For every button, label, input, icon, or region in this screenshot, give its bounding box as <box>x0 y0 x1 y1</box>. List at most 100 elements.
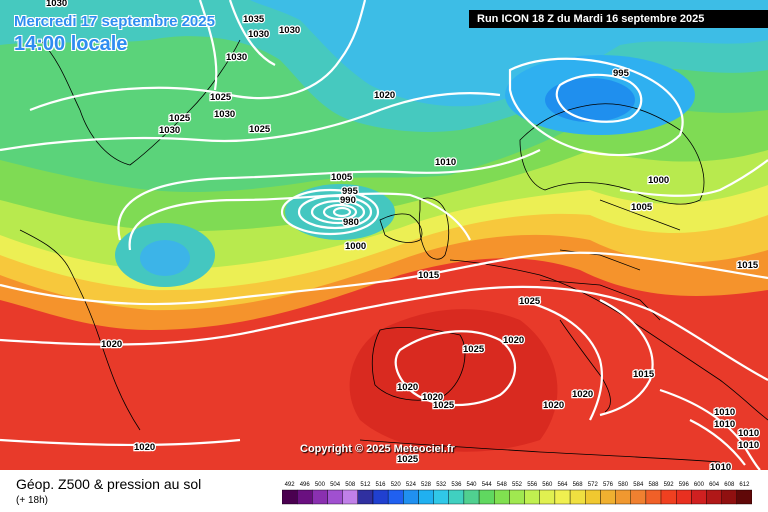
scale-tick-label: 532 <box>436 482 447 488</box>
pressure-label: 1020 <box>503 335 524 346</box>
scale-swatch <box>342 489 358 505</box>
isobar-1020-atlantic <box>0 438 241 447</box>
legend-title: Géop. Z500 & pression au sol <box>16 476 202 492</box>
pressure-label: 1005 <box>331 172 353 183</box>
scale-swatch <box>554 489 571 505</box>
pressure-label: 995 <box>342 186 359 197</box>
pressure-label: 1010 <box>738 428 759 439</box>
pressure-label: 1030 <box>226 52 247 63</box>
scale-swatch <box>478 489 495 505</box>
scale-tick-label: 564 <box>557 482 568 488</box>
scale-tick-label: 584 <box>633 482 644 488</box>
greenland-coast <box>39 39 241 166</box>
isobar-995-north <box>555 73 643 123</box>
isobar-980 <box>332 206 352 218</box>
scale-swatch <box>615 489 631 505</box>
pressure-label: 980 <box>343 217 359 228</box>
z500-cutoff-core <box>140 240 190 276</box>
isobar-1005-east <box>619 159 768 197</box>
pressure-label: 1025 <box>519 296 541 307</box>
pressure-label: 1010 <box>710 462 731 470</box>
ireland-coast <box>379 213 423 243</box>
scale-swatch <box>509 489 525 505</box>
scale-tick-label: 492 <box>285 482 296 488</box>
geopotential-pressure-map: 1030 1035 1030 1030 1030 1025 1030 1025 … <box>0 0 768 470</box>
scale-swatch <box>585 489 601 505</box>
scale-swatch <box>387 489 404 505</box>
scale-swatch <box>676 489 692 505</box>
scale-tick-label: 540 <box>466 482 477 488</box>
forecast-lead-time: (+ 18h) <box>16 495 48 506</box>
pressure-label: 990 <box>340 195 356 206</box>
pressure-label: 1000 <box>345 241 366 252</box>
isobar-995 <box>297 194 373 230</box>
pressure-label: 1005 <box>631 202 653 213</box>
forecast-date: Mercredi 17 septembre 2025 <box>14 13 215 30</box>
scale-swatch <box>660 489 677 505</box>
iberia-coast <box>371 327 466 401</box>
pressure-label: 1020 <box>572 389 593 400</box>
scale-tick-label: 512 <box>360 482 371 488</box>
isobar-1000-north <box>508 57 684 157</box>
scale-swatch <box>630 489 647 505</box>
isobar-1010-east-inner <box>689 419 746 466</box>
scale-tick-label: 572 <box>588 482 599 488</box>
isobar-1010-east <box>659 388 761 470</box>
scale-swatch <box>494 489 510 505</box>
scale-tick-label: 508 <box>345 482 356 488</box>
pressure-label: 1010 <box>435 157 456 168</box>
copyright-notice: Copyright © 2025 Meteociel.fr <box>300 443 455 455</box>
italy-coast <box>559 319 611 413</box>
isobar-1020-north <box>0 92 501 152</box>
pressure-label: 1025 <box>463 344 485 355</box>
pressure-labels: 1030 1035 1030 1030 1030 1025 1030 1025 … <box>45 0 761 470</box>
isobar-1020-south <box>0 285 768 381</box>
scale-tick-label: 580 <box>618 482 629 488</box>
isobar-1015-balkans <box>599 299 654 417</box>
scale-swatch <box>448 489 465 505</box>
scale-swatch <box>645 489 662 505</box>
scale-tick-label: 600 <box>694 482 705 488</box>
north-america-coast <box>19 229 141 431</box>
pressure-label: 1025 <box>169 113 191 124</box>
isobar-1025-iberia <box>394 330 516 407</box>
scale-tick-label: 516 <box>375 482 386 488</box>
isobar-1000 <box>280 188 380 236</box>
pressure-label: 1010 <box>714 419 735 430</box>
scale-swatch <box>296 489 313 505</box>
scale-tick-label: 588 <box>648 482 659 488</box>
model-run-label: Run ICON 18 Z du Mardi 16 septembre 2025 <box>469 10 768 28</box>
pressure-label: 1025 <box>397 454 419 465</box>
isobar-1020-italy <box>519 298 604 421</box>
pressure-label: 1030 <box>279 25 300 36</box>
scale-tick-label: 520 <box>391 482 402 488</box>
scale-swatch <box>357 489 374 505</box>
scale-tick-label: 604 <box>709 482 720 488</box>
isobar-1030-greenland <box>198 0 276 91</box>
pressure-label: 1030 <box>46 0 67 9</box>
scale-tick-label: 552 <box>512 482 523 488</box>
scale-swatch <box>418 489 434 505</box>
scale-swatch <box>736 489 752 505</box>
pressure-label: 1030 <box>214 109 235 120</box>
scale-tick-label: 536 <box>451 482 462 488</box>
isobar-1015 <box>0 251 768 306</box>
scale-swatch <box>600 489 616 505</box>
pressure-label: 1020 <box>422 392 443 403</box>
isobar-985 <box>322 203 358 221</box>
pressure-label: 1020 <box>397 382 418 393</box>
scale-tick-label: 576 <box>603 482 614 488</box>
pressure-label: 1015 <box>737 260 759 271</box>
legend-footer: Géop. Z500 & pression au sol (+ 18h) 492… <box>0 470 768 512</box>
pressure-label: 1000 <box>648 175 669 186</box>
scandinavia-coast <box>519 103 705 205</box>
pressure-label: 1020 <box>134 442 155 453</box>
isobars <box>0 0 768 470</box>
pressure-label: 1015 <box>633 369 655 380</box>
scale-swatch <box>327 489 343 505</box>
pressure-label: 1015 <box>418 270 440 281</box>
scale-tick-label: 500 <box>315 482 326 488</box>
scale-swatch <box>721 489 738 505</box>
scale-tick-label: 524 <box>406 482 417 488</box>
